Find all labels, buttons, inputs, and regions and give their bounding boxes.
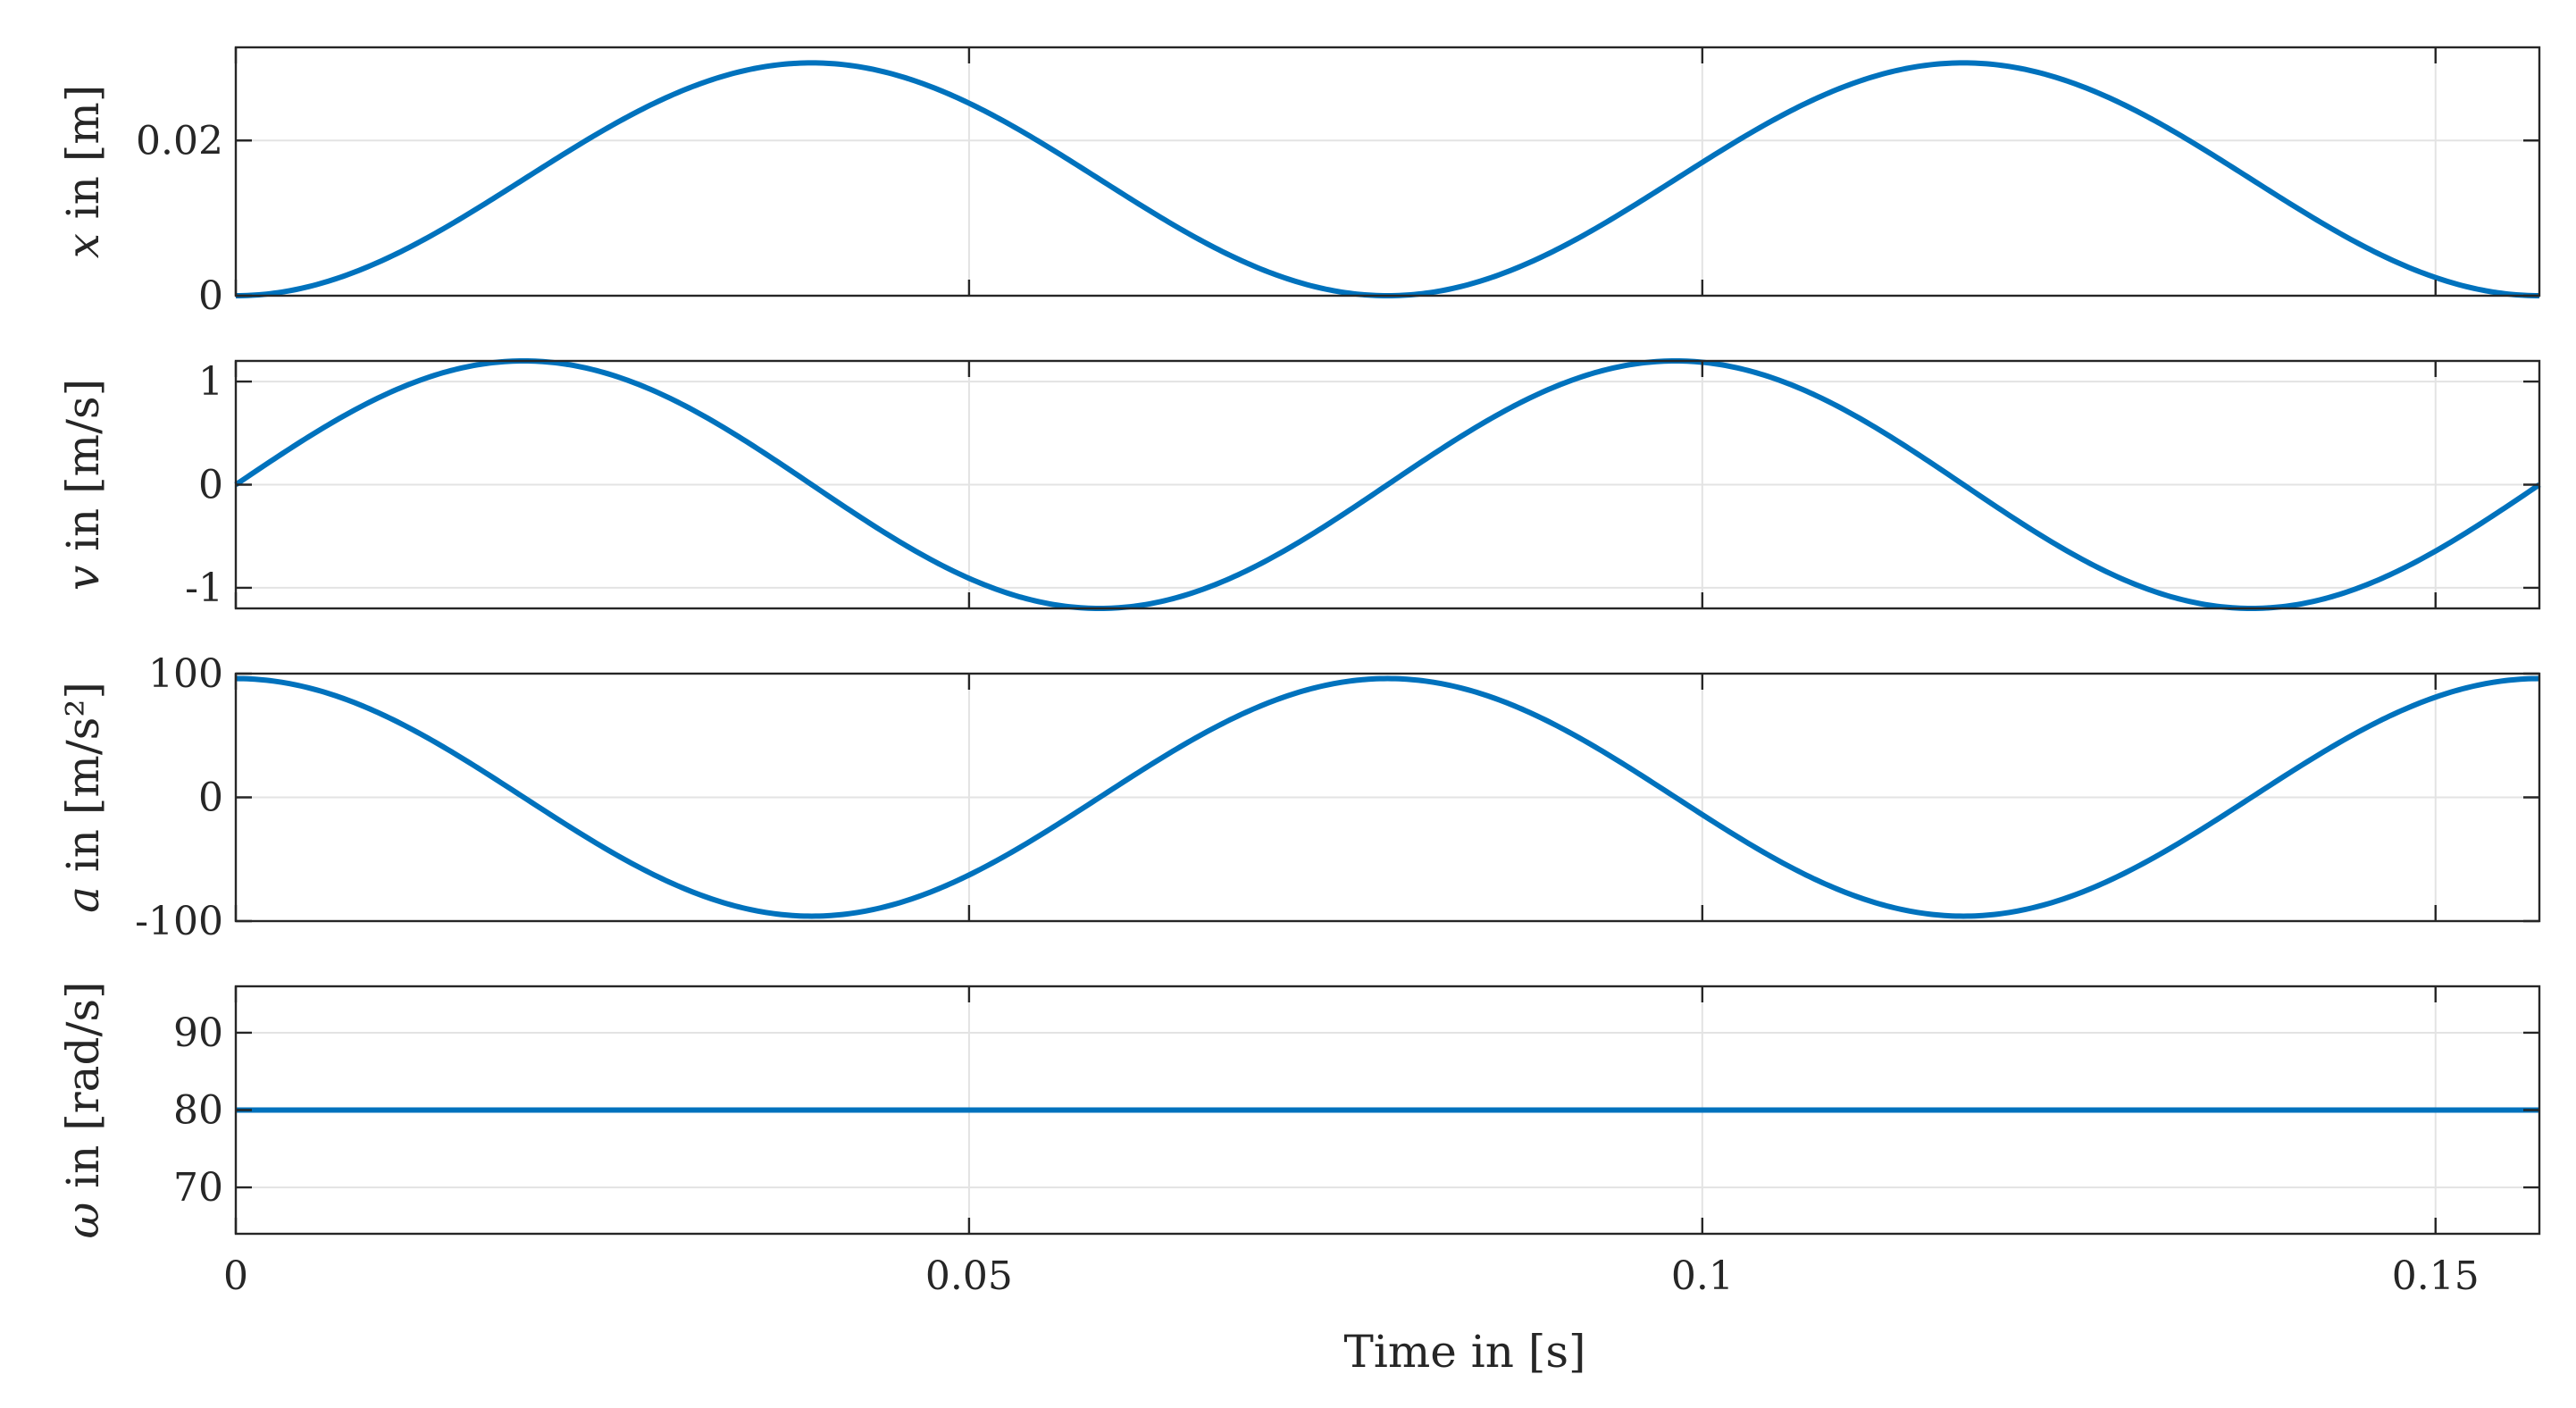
subplot-1: 0 0.02 x in [m]: [57, 46, 2541, 319]
subplot-4: 70 80 90 0 0.05 0.1 0.15 ω in [rad/s]: [57, 982, 2541, 1299]
series-line: [235, 60, 2540, 298]
x-tick-label: 0.15: [2392, 1253, 2480, 1299]
y-axis-label: a in [m/s²]: [57, 682, 109, 913]
y-axis-label: x in [m]: [57, 85, 109, 259]
series-line: [234, 358, 2541, 611]
y-tick-label: 90: [173, 1010, 223, 1056]
y-tick-label: 100: [148, 651, 223, 697]
y-tick-label: 80: [173, 1088, 223, 1134]
x-tick-label: 0.1: [1671, 1253, 1734, 1299]
x-axis-label: Time in [s]: [1344, 1326, 1586, 1378]
y-tick-label: 1: [198, 359, 223, 405]
y-tick-label: 0: [198, 273, 223, 319]
y-tick-label: 0: [198, 463, 223, 508]
y-axis-label: v in [m/s]: [57, 379, 109, 591]
y-tick-label: 0: [198, 775, 223, 821]
y-axis-label: ω in [rad/s]: [57, 982, 109, 1239]
y-tick-label: 0.02: [136, 118, 223, 163]
subplot-stack: 0 0.02 x in [m] -1 0 1 v in [m/s] -100 0 100 a in …: [57, 46, 2541, 1299]
x-tick-label: 0: [223, 1253, 248, 1299]
subplot-2: -1 0 1 v in [m/s]: [57, 358, 2541, 611]
subplot-3: -100 0 100 a in [m/s²]: [57, 651, 2541, 944]
y-tick-label: -100: [135, 899, 223, 944]
x-tick-label: 0.05: [925, 1253, 1013, 1299]
y-tick-label: 70: [173, 1165, 223, 1211]
series-line: [235, 675, 2540, 919]
y-tick-label: -1: [185, 566, 223, 611]
axes-box: [234, 46, 2541, 298]
